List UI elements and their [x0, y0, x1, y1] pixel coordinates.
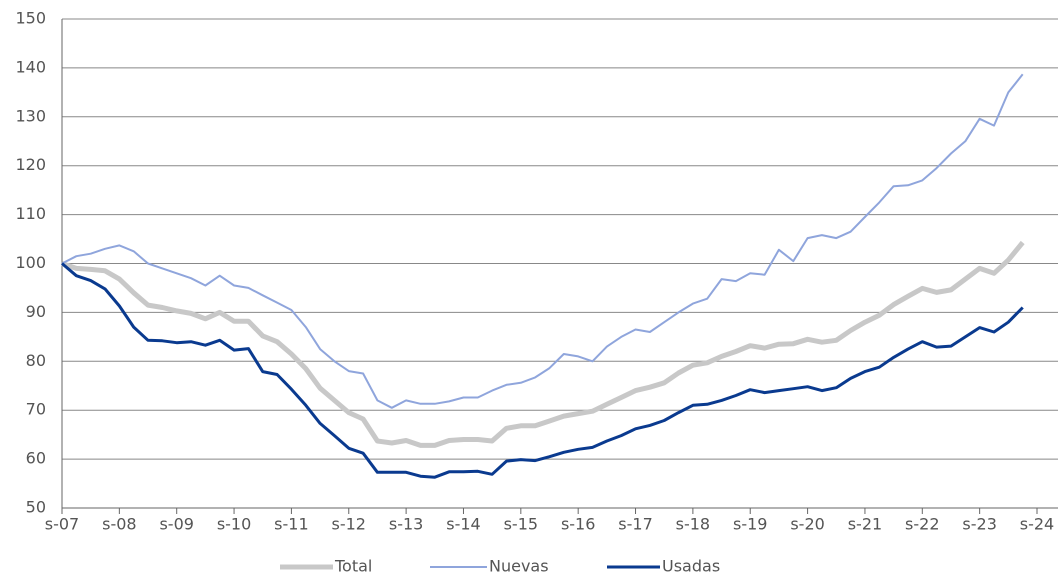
x-tick-label: s-16: [561, 515, 595, 534]
x-tick-label: s-23: [962, 515, 996, 534]
x-tick-label: s-14: [446, 515, 480, 534]
x-tick-label: s-07: [45, 515, 79, 534]
x-tick-label: s-21: [848, 515, 882, 534]
legend-label: Usadas: [662, 557, 720, 576]
x-tick-label: s-18: [676, 515, 710, 534]
legend-label: Nuevas: [489, 557, 549, 576]
y-tick-label: 80: [26, 351, 46, 370]
y-tick-label: 140: [15, 57, 46, 76]
x-tick-label: s-19: [733, 515, 767, 534]
y-tick-label: 100: [15, 253, 46, 272]
x-tick-label: s-13: [389, 515, 423, 534]
x-tick-label: s-08: [102, 515, 136, 534]
x-tick-label: s-11: [274, 515, 308, 534]
y-tick-label: 50: [26, 498, 46, 517]
series-line: [61, 73, 1024, 409]
x-tick-label: s-22: [905, 515, 939, 534]
x-tick-label: s-24: [1020, 515, 1054, 534]
y-tick-label: 60: [26, 449, 46, 468]
x-tick-label: s-12: [332, 515, 366, 534]
series-line: [61, 240, 1025, 448]
x-tick-label: s-15: [504, 515, 538, 534]
x-tick-label: s-17: [618, 515, 652, 534]
x-tick-label: s-09: [159, 515, 193, 534]
y-tick-label: 120: [15, 155, 46, 174]
x-tick-label: s-10: [217, 515, 251, 534]
y-tick-label: 90: [26, 302, 46, 321]
x-tick-label: s-20: [790, 515, 824, 534]
y-tick-label: 110: [15, 204, 46, 223]
y-tick-label: 150: [15, 9, 46, 28]
y-tick-label: 130: [15, 106, 46, 125]
legend-label: Total: [334, 557, 372, 576]
y-tick-label: 70: [26, 400, 46, 419]
series-line: [61, 262, 1024, 479]
